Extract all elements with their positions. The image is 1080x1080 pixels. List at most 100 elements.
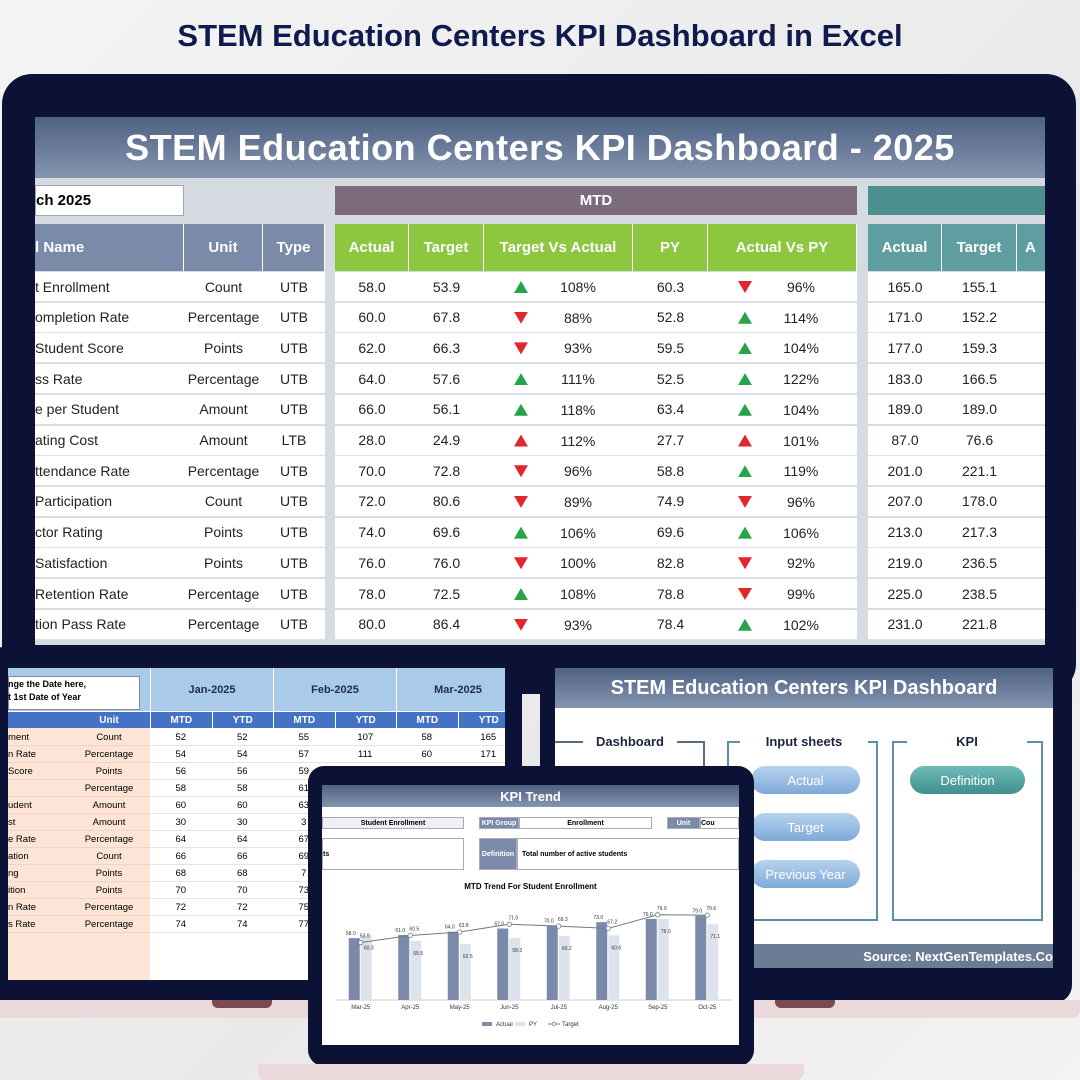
- row-unit: Count: [68, 729, 150, 746]
- target-line: [360, 914, 708, 944]
- column-header: PY: [633, 224, 708, 271]
- trend-title: KPI Trend: [500, 788, 561, 804]
- row-value: 60: [211, 797, 273, 814]
- kpi-type: UTB: [263, 548, 325, 579]
- kpi-unit: Percentage: [184, 579, 263, 609]
- row-value: 64: [150, 831, 212, 848]
- legend-swatch: [482, 1022, 492, 1026]
- ytd-target: 238.5: [942, 579, 1017, 609]
- formula-box: ts: [322, 838, 464, 870]
- period-header: YTD: [334, 712, 397, 728]
- column-header: Target Vs Actual: [484, 224, 633, 271]
- trend-screen: KPI Trend Student Enrollment KPI Group Enro…: [322, 785, 739, 1045]
- row-value: 68: [211, 865, 273, 882]
- target-vs-actual: 108%: [560, 586, 596, 602]
- row-value: 56: [150, 763, 212, 780]
- x-tick-label: Jul-25: [551, 1005, 568, 1011]
- column-header: A: [1017, 224, 1045, 271]
- target-vs-actual-cell: [484, 579, 633, 609]
- legend-swatch: [551, 1021, 557, 1027]
- actual-vs-py-cell: [708, 548, 857, 579]
- actual-vs-py: 106%: [783, 524, 819, 541]
- bar: [509, 937, 521, 1000]
- kpi-name: Satisfaction: [35, 548, 184, 579]
- mtd-target: 57.6: [409, 364, 484, 395]
- row-unit: Points: [68, 882, 150, 899]
- period-header: MTD: [273, 712, 335, 728]
- row-value: 69: [273, 848, 335, 865]
- mtd-py: 78.8: [633, 579, 708, 609]
- row-value: 67: [273, 831, 335, 848]
- column-header: Type: [263, 224, 325, 271]
- period-header: MTD: [396, 712, 458, 728]
- row-value: 57: [273, 746, 335, 763]
- mtd-target: 80.6: [409, 486, 484, 517]
- row-name: e Rate: [8, 831, 68, 848]
- mtd-target: 76.0: [409, 548, 484, 579]
- period-box: ch 2025: [35, 185, 184, 216]
- mtd-py: 63.4: [633, 394, 708, 425]
- data-label: 55.5: [413, 951, 423, 957]
- ytd-actual: 219.0: [868, 548, 942, 579]
- target-vs-actual: 93%: [563, 616, 593, 633]
- nav-button[interactable]: Actual: [751, 766, 860, 794]
- actual-vs-py: 96%: [786, 279, 816, 295]
- mtd-py: 60.3: [633, 272, 708, 302]
- home-title: STEM Education Centers KPI Dashboard: [610, 676, 998, 699]
- target-vs-actual: 88%: [563, 309, 593, 326]
- ytd-cell: [1017, 302, 1045, 333]
- ytd-cell: [1017, 364, 1045, 395]
- ytd-target: 152.2: [942, 302, 1017, 333]
- nav-button[interactable]: Target: [751, 813, 860, 841]
- actual-vs-py-cell: [708, 579, 857, 609]
- row-value: 52: [150, 729, 212, 746]
- target-marker: [704, 912, 710, 918]
- row-name: ation: [8, 848, 68, 865]
- target-vs-actual: 112%: [560, 432, 596, 449]
- row-value: 55: [273, 729, 335, 746]
- ytd-target: 155.1: [942, 272, 1017, 302]
- nav-button[interactable]: Definition: [910, 766, 1025, 794]
- target-vs-actual-cell: [484, 364, 633, 395]
- row-value: 107: [334, 729, 396, 746]
- ytd-actual: 189.0: [868, 394, 942, 425]
- kpi-name: ompletion Rate: [35, 302, 184, 333]
- kpi-name: Student Score: [35, 333, 184, 364]
- target-vs-actual-cell: [484, 486, 633, 517]
- kpi-type: UTB: [263, 517, 325, 548]
- mtd-actual: 28.0: [335, 425, 409, 456]
- bar: [546, 925, 558, 1000]
- row-value: 7: [273, 865, 335, 882]
- field-value: Cou: [700, 817, 739, 829]
- row-value: 60: [396, 746, 458, 763]
- kpi-type: UTB: [263, 364, 325, 395]
- bar: [410, 940, 422, 1000]
- kpi-name: Retention Rate: [35, 579, 184, 609]
- x-tick-label: Mar-25: [351, 1005, 371, 1011]
- row-name: ng: [8, 865, 68, 882]
- row-unit: Percentage: [68, 746, 150, 763]
- name-column: [8, 728, 150, 980]
- mtd-bar: MTD: [335, 186, 857, 215]
- mtd-target: 56.1: [409, 394, 484, 425]
- row-value: 61: [273, 780, 335, 797]
- mtd-target: 53.9: [409, 272, 484, 302]
- ytd-target: 166.5: [942, 364, 1017, 395]
- data-label: 71.1: [710, 934, 720, 940]
- target-vs-actual: 111%: [561, 371, 595, 388]
- row-value: 74: [211, 916, 273, 933]
- actual-vs-py-cell: [708, 425, 857, 456]
- legend-label: Target: [562, 1022, 579, 1028]
- actual-vs-py: 96%: [786, 493, 816, 510]
- target-vs-actual: 89%: [563, 493, 593, 510]
- nav-button[interactable]: Previous Year: [751, 860, 860, 888]
- note-box: [8, 676, 140, 710]
- kpi-type: UTB: [263, 333, 325, 364]
- trend-chart: 58.0 61.0 64.0 67.0 70.0 73.0 76.0 79.0 60.3 55.5…: [336, 906, 732, 1028]
- mtd-target: 24.9: [409, 425, 484, 456]
- row-unit: Percentage: [68, 831, 150, 848]
- kpi-unit: Percentage: [184, 302, 263, 333]
- month-header: Mar-2025: [396, 668, 505, 711]
- ytd-actual: 213.0: [868, 517, 942, 548]
- actual-vs-py-cell: [708, 456, 857, 487]
